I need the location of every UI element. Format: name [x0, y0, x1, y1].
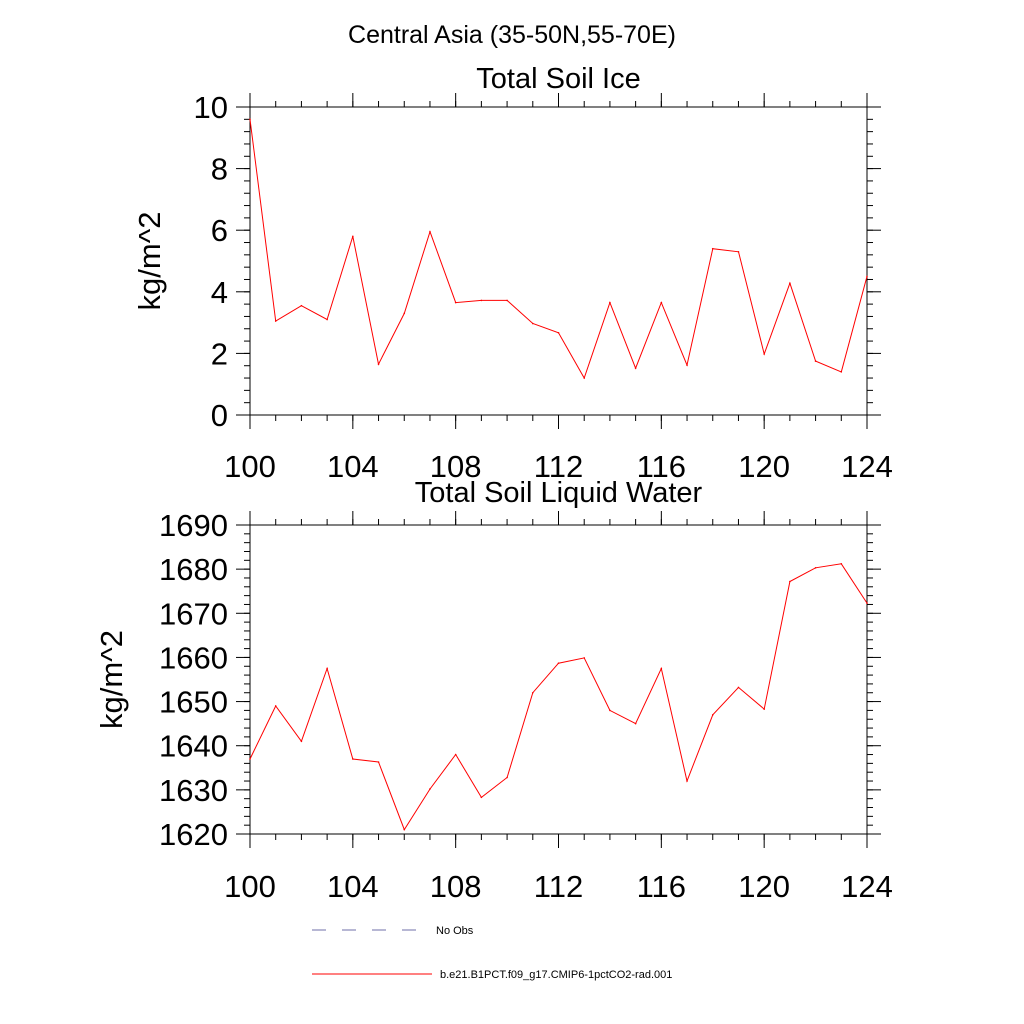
x-tick-label: 124 — [841, 869, 893, 904]
data-point — [609, 709, 611, 712]
data-point — [660, 301, 663, 304]
data-point — [403, 828, 406, 831]
y-tick-label: 10 — [194, 90, 228, 125]
panel-title: Total Soil Ice — [476, 63, 640, 95]
y-tick-label: 1680 — [159, 552, 228, 587]
data-point — [686, 780, 688, 782]
y-tick-label: 1690 — [159, 508, 228, 543]
x-tick-label: 112 — [534, 869, 583, 904]
panel-title: Total Soil Liquid Water — [415, 477, 703, 509]
x-tick-label: 120 — [738, 869, 790, 904]
data-point — [840, 563, 843, 565]
y-tick-label: 1650 — [159, 685, 228, 720]
y-tick-label: 1670 — [159, 596, 228, 631]
x-tick-label: 100 — [224, 869, 276, 904]
data-point — [686, 364, 688, 366]
y-tick-label: 8 — [211, 152, 228, 187]
data-point — [737, 250, 740, 253]
data-point — [454, 301, 457, 304]
data-point — [531, 322, 534, 325]
data-point — [583, 377, 586, 379]
figure-title: Central Asia (35-50N,55-70E) — [348, 21, 676, 49]
y-tick-label: 0 — [211, 398, 228, 433]
data-point — [789, 282, 791, 284]
data-point — [352, 758, 354, 760]
x-tick-label: 116 — [637, 869, 686, 904]
data-point — [506, 776, 508, 779]
data-point — [814, 567, 817, 569]
data-point — [249, 118, 251, 121]
data-point — [557, 662, 560, 664]
data-point — [814, 360, 817, 362]
data-point — [274, 705, 277, 707]
data-point — [326, 318, 328, 321]
data-point — [403, 312, 406, 315]
data-point — [429, 788, 431, 790]
data-point — [377, 761, 380, 763]
x-tick-label: 112 — [534, 449, 583, 484]
y-axis-label: kg/m^2 — [94, 630, 129, 729]
y-tick-label: 1660 — [159, 640, 228, 675]
data-point — [763, 708, 765, 710]
data-point — [531, 691, 534, 694]
data-point — [326, 667, 328, 670]
data-point — [789, 580, 791, 583]
x-tick-label: 104 — [327, 449, 379, 484]
series-line — [249, 563, 868, 831]
data-point — [737, 686, 740, 689]
data-point — [634, 722, 637, 725]
data-point — [300, 740, 303, 743]
x-tick-label: 100 — [224, 449, 276, 484]
y-tick-label: 1640 — [159, 729, 228, 764]
data-point — [300, 304, 303, 307]
data-point — [609, 301, 611, 304]
plot-frame — [249, 106, 868, 416]
data-point — [429, 230, 431, 233]
data-point — [634, 367, 637, 369]
chart-panel-total-soil-liquid-water: Total Soil Liquid Water kg/m^2 1620 1630 164… — [94, 477, 893, 904]
x-tick-label: 108 — [430, 449, 482, 484]
data-point — [866, 602, 868, 604]
y-tick-label: 1620 — [159, 817, 228, 852]
legend-label-model: b.e21.B1PCT.f09_g17.CMIP6-1pctCO2-rad.00… — [440, 969, 672, 981]
data-point — [866, 275, 868, 278]
data-point — [660, 667, 663, 670]
x-tick-label: 108 — [430, 869, 482, 904]
data-point — [506, 299, 508, 302]
x-tick-label: 124 — [841, 449, 893, 484]
x-tick-label: 120 — [738, 449, 790, 484]
x-tick-label: 104 — [327, 869, 379, 904]
data-point — [557, 331, 560, 334]
data-point — [249, 758, 251, 760]
data-point — [377, 363, 380, 365]
data-point — [454, 753, 457, 756]
chart-panel-total-soil-ice: Total Soil Ice kg/m^2 0 2 4 6 8 10 100 104 108 112 1… — [132, 63, 893, 484]
y-tick-label: 1630 — [159, 773, 228, 808]
legend: No Obs b.e21.B1PCT.f09_g17.CMIP6-1pctCO2… — [312, 925, 672, 981]
data-point — [352, 235, 354, 238]
y-axis-label: kg/m^2 — [132, 212, 167, 311]
y-tick-label: 4 — [211, 275, 228, 310]
series-line — [249, 119, 868, 380]
data-point — [711, 714, 714, 716]
legend-label-no-obs: No Obs — [436, 925, 474, 937]
y-tick-label: 6 — [211, 213, 228, 248]
data-point — [480, 299, 483, 302]
y-tick-label: 2 — [211, 336, 228, 371]
plot-frame — [249, 524, 868, 835]
data-point — [711, 247, 714, 250]
data-point — [274, 320, 277, 322]
data-point — [840, 371, 843, 373]
data-point — [583, 657, 586, 659]
data-point — [480, 796, 483, 799]
data-point — [763, 353, 765, 355]
x-tick-label: 116 — [637, 449, 686, 484]
